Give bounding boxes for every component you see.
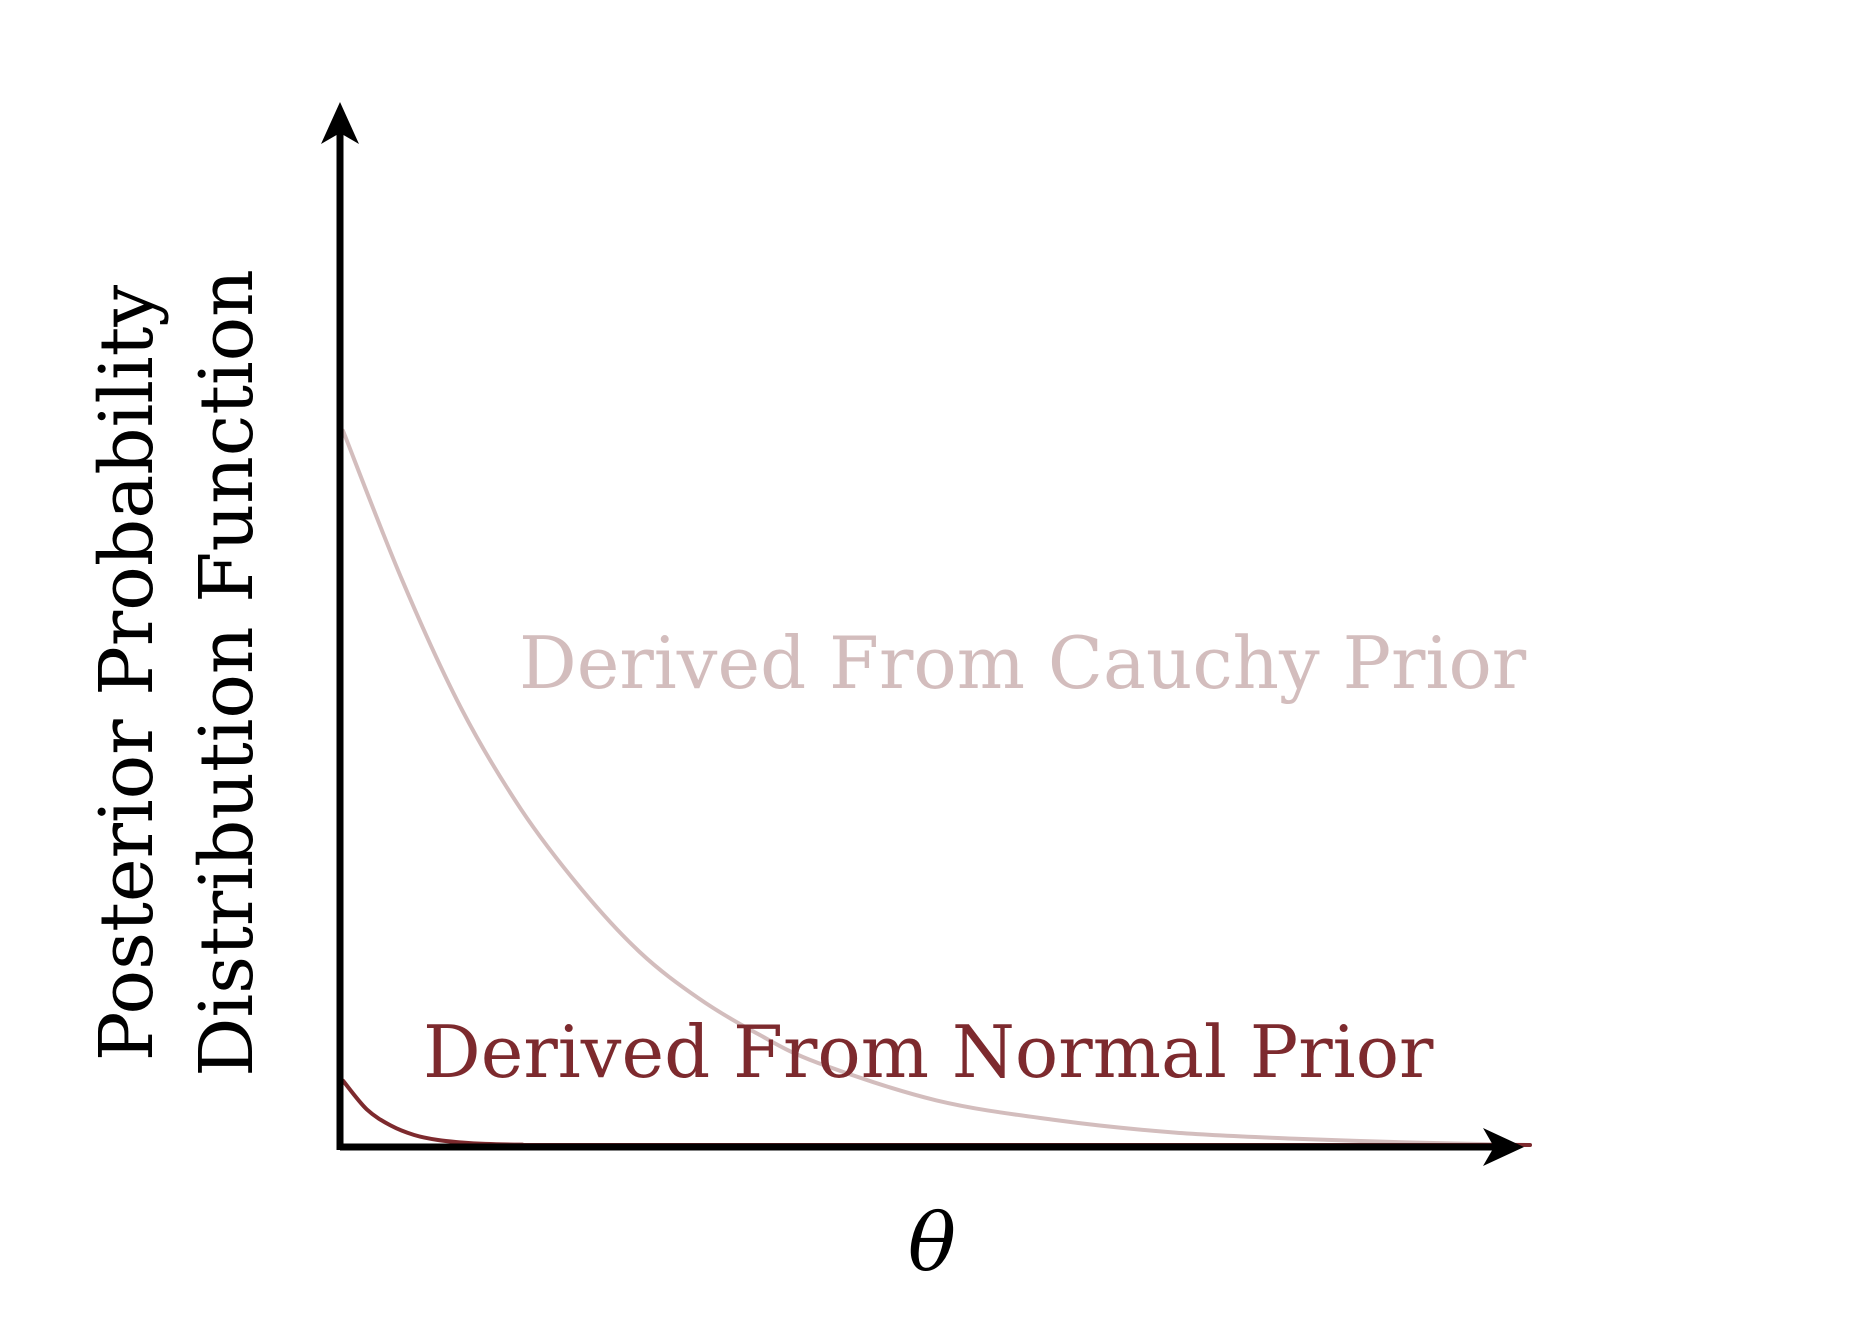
y-axis-arrowhead (321, 102, 359, 144)
label-layer: Derived From Cauchy Prior Derived From N… (84, 269, 1527, 1289)
series-curve-cauchy (341, 428, 1532, 1147)
x-axis-label: θ (908, 1196, 956, 1289)
x-axis-arrowhead (1483, 1128, 1524, 1166)
series-label-cauchy: Derived From Cauchy Prior (519, 621, 1527, 705)
y-axis-label-line-2: Distribution Function (184, 269, 270, 1077)
y-axis-label-line-1: Posterior Probability (84, 285, 170, 1062)
series-label-normal: Derived From Normal Prior (423, 1010, 1434, 1094)
